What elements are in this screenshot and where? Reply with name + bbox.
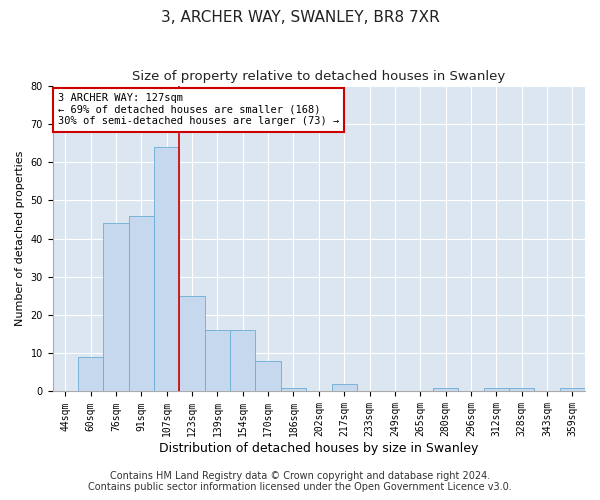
Bar — [332, 384, 357, 392]
X-axis label: Distribution of detached houses by size in Swanley: Distribution of detached houses by size … — [159, 442, 479, 455]
Bar — [560, 388, 585, 392]
Bar — [281, 388, 306, 392]
Bar — [129, 216, 154, 392]
Bar — [78, 357, 103, 392]
Bar — [484, 388, 509, 392]
Text: Contains HM Land Registry data © Crown copyright and database right 2024.
Contai: Contains HM Land Registry data © Crown c… — [88, 471, 512, 492]
Bar — [230, 330, 256, 392]
Title: Size of property relative to detached houses in Swanley: Size of property relative to detached ho… — [132, 70, 505, 83]
Text: 3, ARCHER WAY, SWANLEY, BR8 7XR: 3, ARCHER WAY, SWANLEY, BR8 7XR — [161, 10, 439, 25]
Bar — [256, 361, 281, 392]
Bar — [179, 296, 205, 392]
Bar — [509, 388, 535, 392]
Text: 3 ARCHER WAY: 127sqm
← 69% of detached houses are smaller (168)
30% of semi-deta: 3 ARCHER WAY: 127sqm ← 69% of detached h… — [58, 93, 339, 126]
Bar — [205, 330, 230, 392]
Y-axis label: Number of detached properties: Number of detached properties — [15, 151, 25, 326]
Bar — [433, 388, 458, 392]
Bar — [154, 146, 179, 392]
Bar — [103, 223, 129, 392]
